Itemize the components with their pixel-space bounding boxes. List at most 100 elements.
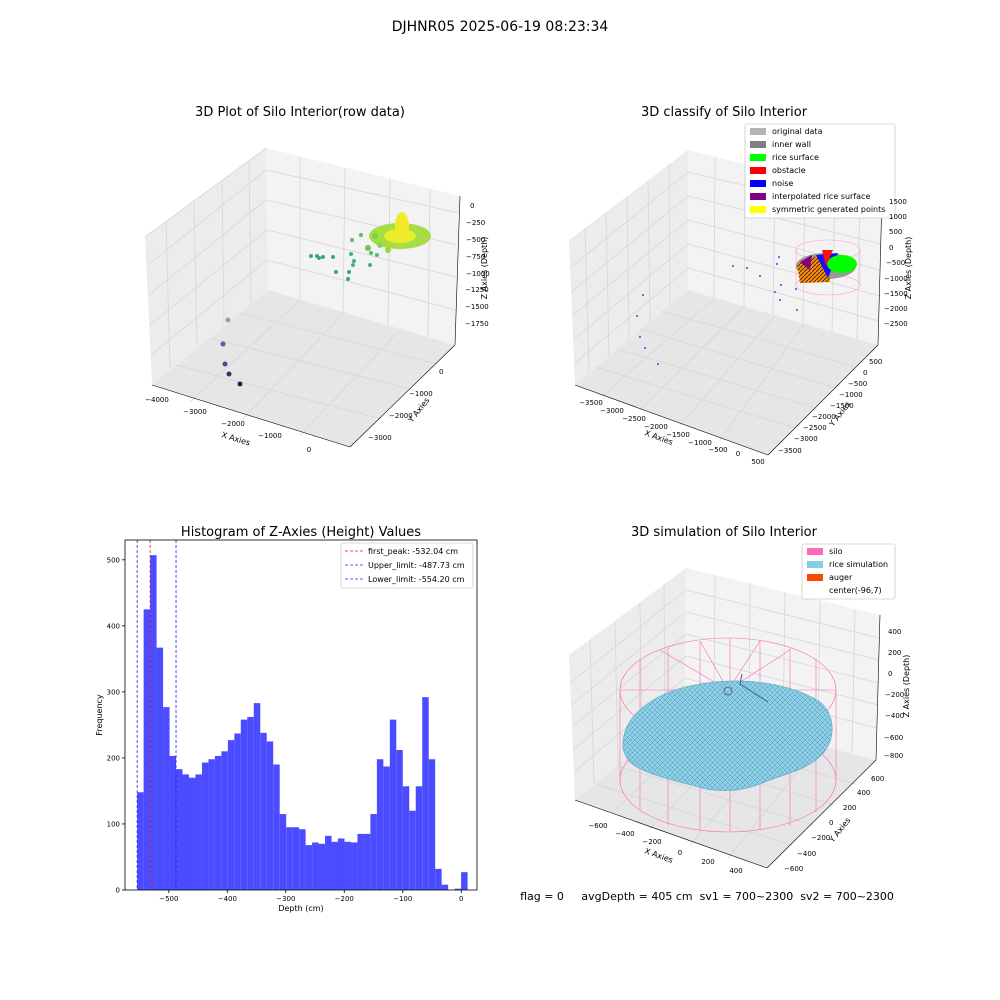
hist-bar — [461, 872, 468, 890]
p2-xtick: −1000 — [688, 439, 712, 447]
p1-xtick: 0 — [307, 446, 311, 454]
panel-raw-3d: 3D Plot of Silo Interior(row data) — [144, 105, 490, 454]
p4-ytick: −400 — [797, 850, 816, 858]
hist-bar — [318, 843, 326, 890]
p2-ytick: −1500 — [830, 402, 854, 410]
p1-ztick: −1000 — [466, 270, 490, 278]
p2-ztick: −1500 — [884, 290, 908, 298]
hist-bar — [441, 884, 449, 890]
p4-ztick: −200 — [885, 691, 904, 699]
hist-bar — [415, 786, 423, 890]
rice-surface — [622, 680, 833, 791]
panel-classify-3d: 3D classify of Silo Interior — [569, 105, 913, 466]
p2-xtick: −500 — [708, 446, 727, 454]
hist-bar — [188, 777, 196, 890]
hist-bar — [176, 769, 183, 890]
p1-xtick: −2000 — [221, 420, 245, 428]
p4-legend-entry: silo — [829, 547, 843, 556]
p2-ytick: −2000 — [812, 413, 836, 421]
p1-zlabel: Z Axies (Depth) — [480, 237, 489, 300]
p2-legend-entry: obstacle — [772, 166, 806, 175]
hist-bar — [227, 740, 235, 890]
p1-ztick: −1250 — [465, 286, 489, 294]
hist-bar — [376, 759, 384, 890]
hist-bar — [428, 759, 436, 890]
hist-bar — [169, 755, 177, 890]
p4-ytick: 600 — [871, 775, 884, 783]
p1-ztick: −1750 — [465, 320, 489, 328]
p4-xtick: −600 — [588, 822, 607, 830]
panel2-title: 3D classify of Silo Interior — [641, 105, 808, 120]
hist-bar — [357, 833, 364, 890]
hist-legend-entry: Upper_limit: -487.73 cm — [368, 561, 465, 570]
p4-ztick: 400 — [888, 628, 901, 636]
p4-xlabel: X Axies — [643, 846, 674, 865]
p1-xtick: −1000 — [258, 432, 282, 440]
hist-bar — [402, 786, 410, 890]
hist-bar — [396, 750, 403, 890]
hist-bar — [156, 647, 164, 890]
p4-ztick: −800 — [884, 752, 903, 760]
p2-xtick: 500 — [751, 458, 764, 466]
panel-simulation-3d: 3D simulation of Silo Interior — [569, 525, 911, 875]
p1-ztick: 0 — [470, 202, 474, 210]
hist-xtick-label: −300 — [276, 895, 295, 903]
p2-xtick: −2000 — [644, 423, 668, 431]
p1-xtick: −4000 — [145, 396, 169, 404]
hist-bar — [253, 703, 261, 890]
hist-ylabel: Frequency — [95, 694, 104, 736]
p2-ytick: −500 — [848, 380, 867, 388]
hist-bar — [350, 842, 358, 890]
p2-xtick: −2500 — [622, 415, 646, 423]
p2-ytick: 500 — [869, 358, 882, 366]
hist-bar — [279, 814, 287, 890]
p4-xtick: 0 — [678, 849, 682, 857]
hist-bar — [344, 841, 351, 890]
p1-ztick: −750 — [466, 253, 485, 261]
p1-ztick: −500 — [466, 236, 485, 244]
hist-bar — [240, 719, 248, 890]
p2-legend-entry: noise — [772, 179, 793, 188]
panel1-title: 3D Plot of Silo Interior(row data) — [195, 105, 405, 120]
hist-bar — [299, 829, 306, 890]
panel4-title: 3D simulation of Silo Interior — [631, 525, 818, 540]
p1-ytick: −3000 — [368, 434, 392, 442]
hist-bar — [137, 792, 144, 890]
p2-xtick: −1500 — [666, 431, 690, 439]
p1-xlabel: X Axies — [220, 430, 251, 447]
hist-bar — [273, 764, 280, 890]
p4-xtick: −400 — [615, 830, 634, 838]
hist-bar — [260, 732, 267, 890]
p2-ztick: 500 — [889, 228, 902, 236]
hist-bar — [286, 827, 293, 890]
p2-legend: original data inner wall rice surface ob… — [744, 123, 896, 219]
hist-bar — [305, 845, 313, 890]
p4-legend: silo rice simulation auger center(-96,7) — [801, 543, 896, 600]
hist-bar — [409, 810, 416, 890]
hist-vlines — [136, 540, 177, 890]
hist-xtick-label: 0 — [459, 895, 463, 903]
p2-xtick: −3000 — [600, 407, 624, 415]
hist-xticks: −500 −400 −300 −200 −100 0 — [159, 890, 463, 903]
hist-bar — [383, 766, 390, 890]
p2-xtick: 0 — [736, 450, 740, 458]
hist-axes — [124, 539, 478, 891]
panel-histogram: Histogram of Z-Axies (Height) Values −50… — [95, 525, 478, 913]
p2-ztick: −2000 — [884, 305, 908, 313]
hist-bar — [143, 609, 151, 890]
p1-ytick: −1000 — [409, 390, 433, 398]
p4-ytick: 0 — [829, 819, 833, 827]
hist-bar — [292, 827, 300, 890]
p4-ytick: 400 — [857, 789, 870, 797]
hist-bar — [389, 719, 397, 890]
p1-ztick: −1500 — [465, 303, 489, 311]
hist-bar — [234, 733, 241, 890]
p1-ztick: −250 — [466, 219, 485, 227]
p1-xtick: −3000 — [183, 408, 207, 416]
hist-xtick-label: −500 — [159, 895, 178, 903]
hist-ytick-label: 300 — [107, 688, 120, 696]
p2-legend-entry: original data — [772, 127, 823, 136]
hist-ytick-label: 400 — [107, 622, 120, 630]
hist-bar — [370, 814, 377, 890]
p4-legend-entry: auger — [829, 573, 853, 582]
